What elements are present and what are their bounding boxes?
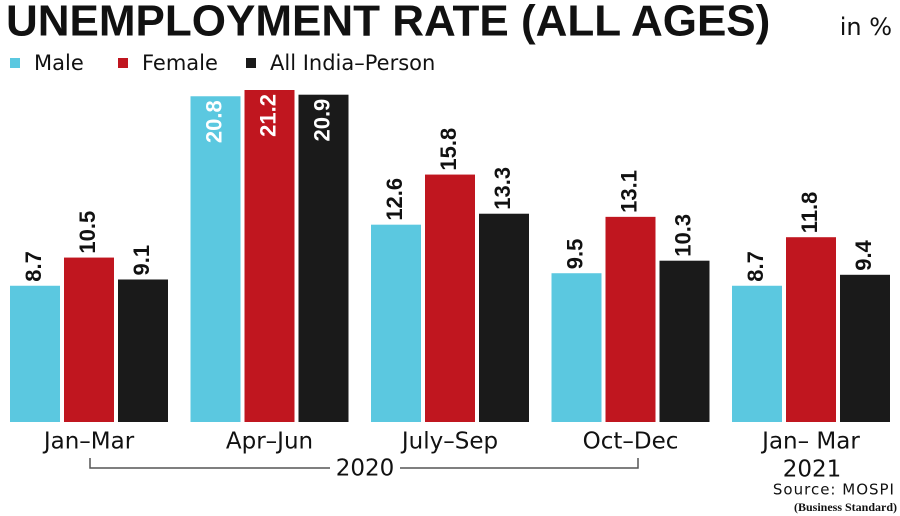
year-label: 2021 xyxy=(783,457,842,483)
source: Source: MOSPI xyxy=(773,481,895,499)
year-bracket xyxy=(89,458,639,469)
bar xyxy=(10,285,60,422)
x-tick-label: Apr–Jun xyxy=(226,429,313,455)
bar xyxy=(371,224,421,422)
value-label: 15.8 xyxy=(436,128,461,171)
value-label: 8.7 xyxy=(743,251,768,282)
value-label: 9.1 xyxy=(129,245,154,276)
legend-swatch xyxy=(246,58,256,68)
bar xyxy=(605,216,656,422)
credit: (Business Standard) xyxy=(794,500,897,514)
bar xyxy=(244,90,295,422)
bar xyxy=(425,174,475,422)
legend-label: Male xyxy=(34,51,84,75)
value-label: 10.3 xyxy=(670,214,695,257)
x-tick-label: Oct–Dec xyxy=(583,429,679,455)
value-label: 9.5 xyxy=(562,239,587,270)
value-label: 13.3 xyxy=(490,167,515,210)
value-label: 20.8 xyxy=(201,100,226,143)
legend-label: All India–Person xyxy=(270,51,435,75)
unit-label: in % xyxy=(840,13,892,41)
bar xyxy=(298,94,349,422)
value-label: 10.5 xyxy=(75,211,100,254)
value-label: 9.4 xyxy=(851,239,876,270)
value-label: 21.2 xyxy=(255,94,280,137)
bar xyxy=(479,213,529,422)
bar xyxy=(118,279,168,422)
bar xyxy=(64,257,114,422)
legend-swatch xyxy=(10,58,20,68)
legend-label: Female xyxy=(142,51,218,75)
legend-swatch xyxy=(118,58,128,68)
year-label: 2020 xyxy=(336,456,395,482)
x-tick-label: July–Sep xyxy=(400,429,498,455)
chart-title: UNEMPLOYMENT RATE (ALL AGES) xyxy=(6,0,770,46)
bar xyxy=(840,274,890,422)
bar xyxy=(551,273,602,422)
x-tick-label: Jan– Mar xyxy=(760,429,860,455)
bar xyxy=(786,237,836,422)
value-label: 11.8 xyxy=(797,192,822,234)
bar xyxy=(659,260,710,422)
bar xyxy=(190,96,241,422)
value-label: 8.7 xyxy=(21,251,46,282)
value-label: 20.9 xyxy=(309,99,334,142)
value-label: 13.1 xyxy=(616,170,641,213)
value-label: 12.6 xyxy=(382,178,407,221)
x-tick-label: Jan–Mar xyxy=(42,429,135,455)
bar xyxy=(732,285,782,422)
